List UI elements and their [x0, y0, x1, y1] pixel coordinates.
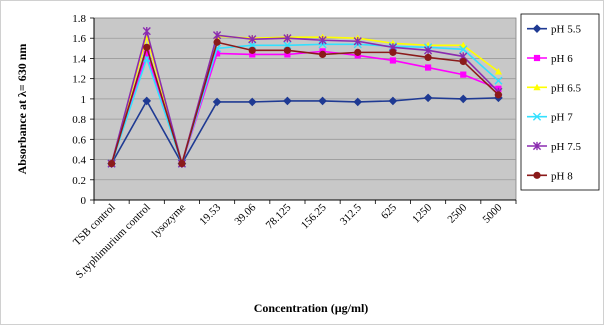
y-tick-label: 0.4: [72, 155, 86, 167]
data-point: [533, 54, 541, 62]
data-point: [424, 64, 432, 71]
legend-item: pH 5.5: [527, 24, 581, 36]
data-point: [284, 51, 291, 58]
data-point: [143, 50, 150, 57]
data-point: [423, 93, 433, 103]
data-point: [460, 71, 467, 78]
legend-label: pH 6: [551, 53, 573, 65]
y-axis-title: Absorbance at λ= 630 nm: [15, 44, 29, 175]
legend-item: pH 7.5: [527, 141, 581, 153]
x-axis-title: Concentration (µg/ml): [254, 301, 369, 315]
series-group: [107, 27, 503, 168]
data-point: [353, 37, 362, 46]
data-point: [142, 27, 151, 36]
data-point: [353, 97, 363, 107]
data-point: [533, 83, 541, 91]
y-tick-label: 1.6: [72, 33, 86, 45]
y-tick-label: 1.8: [72, 13, 86, 25]
legend-item: pH 6.5: [527, 82, 581, 94]
data-point: [389, 57, 397, 64]
data-point: [494, 67, 503, 75]
legend-item: pH 8: [527, 170, 573, 182]
data-point: [424, 53, 432, 62]
data-point: [213, 50, 221, 57]
legend: pH 5.5 pH 6 pH 6.5 pH 7 pH 7.5 pH 8: [520, 13, 600, 191]
legend-box: [520, 13, 600, 191]
data-point: [143, 43, 151, 51]
data-point: [318, 50, 327, 59]
legend-item: pH 7: [527, 112, 573, 124]
data-point: [107, 160, 116, 168]
data-point: [423, 46, 433, 55]
series-line: [110, 97, 499, 166]
data-point: [283, 46, 292, 54]
data-point: [283, 96, 292, 106]
data-point: [532, 24, 542, 33]
y-tick-label: 0.8: [72, 114, 86, 126]
y-tick-label: 1.4: [72, 53, 86, 65]
data-point: [494, 76, 503, 85]
series-line: [110, 41, 499, 167]
legend-label: pH 7.5: [551, 141, 581, 153]
y-tick-label: 0.2: [72, 175, 86, 187]
data-point: [318, 36, 327, 45]
y-tick-label: 1: [81, 94, 87, 106]
data-point: [212, 31, 222, 40]
data-point: [247, 97, 257, 107]
legend-label: pH 7: [551, 112, 573, 124]
data-point: [178, 160, 186, 168]
y-tick-label: 0: [81, 195, 87, 207]
data-point: [249, 51, 256, 58]
data-point: [213, 38, 221, 46]
legend-item: pH 6: [527, 53, 573, 65]
data-point: [532, 112, 542, 121]
data-point: [318, 96, 327, 106]
data-point: [283, 34, 292, 43]
data-point: [533, 171, 541, 179]
data-point: [388, 96, 398, 106]
y-tick-label: 0.6: [72, 134, 86, 146]
data-point: [248, 46, 256, 54]
series-ph-8: [107, 38, 503, 168]
data-point: [354, 48, 362, 56]
data-point: [389, 48, 397, 56]
data-point: [458, 94, 468, 104]
y-tick-label: 1.2: [72, 74, 86, 86]
data-point: [459, 57, 467, 66]
legend-label: pH 5.5: [551, 24, 581, 36]
data-point: [459, 45, 468, 54]
legend-label: pH 6.5: [551, 82, 581, 94]
data-point: [212, 97, 222, 107]
data-point: [494, 91, 503, 99]
data-point: [248, 35, 257, 44]
legend-label: pH 8: [551, 170, 573, 182]
data-point: [142, 96, 152, 106]
data-point: [532, 141, 542, 151]
